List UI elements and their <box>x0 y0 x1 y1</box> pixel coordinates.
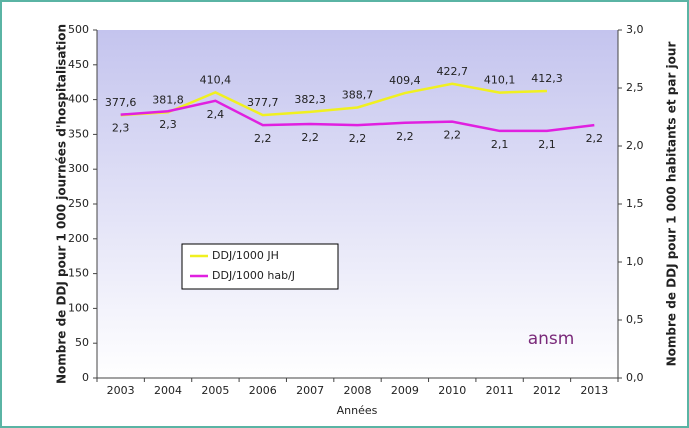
data-label: 2,2 <box>586 132 604 145</box>
y-tick-label: 100 <box>68 301 89 314</box>
y-tick-label: 150 <box>68 267 89 280</box>
x-tick-label: 2007 <box>296 384 324 397</box>
data-label: 377,6 <box>105 96 137 109</box>
y-tick-label: 0 <box>82 371 89 384</box>
x-tick-label: 2003 <box>107 384 135 397</box>
y2-tick-label: 2,5 <box>626 81 644 94</box>
data-label: 2,3 <box>112 122 130 135</box>
legend-label: DDJ/1000 hab/J <box>212 269 295 282</box>
data-label: 2,3 <box>159 118 177 131</box>
y-tick-label: 500 <box>68 23 89 36</box>
plot-area <box>97 30 618 378</box>
y-axis-label: Nombre de DDJ pour 1 000 journées d'hosp… <box>55 24 69 384</box>
data-label: 2,2 <box>254 132 272 145</box>
data-label: 2,4 <box>207 108 225 121</box>
legend <box>181 243 339 290</box>
data-label: 2,1 <box>491 138 509 151</box>
x-tick-label: 2012 <box>533 384 561 397</box>
legend-label: DDJ/1000 JH <box>212 249 279 262</box>
series-line <box>120 82 547 117</box>
y-tick-label: 200 <box>68 232 89 245</box>
y-tick-label: 400 <box>68 93 89 106</box>
x-axis-label: Années <box>337 404 378 417</box>
x-tick-label: 2013 <box>580 384 608 397</box>
data-label: 409,4 <box>389 74 421 87</box>
data-label: 377,7 <box>247 96 279 109</box>
data-label: 381,8 <box>152 93 184 106</box>
data-label: 388,7 <box>342 88 374 101</box>
x-tick-label: 2006 <box>249 384 277 397</box>
x-tick-label: 2011 <box>486 384 514 397</box>
x-tick-label: 2010 <box>438 384 466 397</box>
logo: ansm <box>528 329 575 349</box>
y2-tick-label: 0,0 <box>626 371 644 384</box>
x-tick-label: 2008 <box>344 384 372 397</box>
data-label: 412,3 <box>531 72 563 85</box>
x-tick-label: 2009 <box>391 384 419 397</box>
data-label: 410,4 <box>200 73 232 86</box>
y2-tick-label: 2,0 <box>626 139 644 152</box>
data-label: 410,1 <box>484 74 516 87</box>
data-label: 2,2 <box>396 130 414 143</box>
y-tick-label: 300 <box>68 162 89 175</box>
y2-axis-label: Nombre de DDJ pour 1 000 habitants et pa… <box>665 42 679 367</box>
y2-tick-label: 3,0 <box>626 23 644 36</box>
y-tick-label: 50 <box>75 336 89 349</box>
data-label: 422,7 <box>436 65 468 78</box>
data-label: 2,1 <box>538 138 556 151</box>
y2-tick-label: 1,0 <box>626 255 644 268</box>
y2-tick-label: 1,5 <box>626 197 644 210</box>
y2-tick-label: 0,5 <box>626 313 644 326</box>
series-line <box>120 99 595 133</box>
data-label: 2,2 <box>301 131 319 144</box>
x-tick-label: 2004 <box>154 384 182 397</box>
data-label: 2,2 <box>443 129 461 142</box>
y-tick-label: 250 <box>68 197 89 210</box>
y-tick-label: 450 <box>68 58 89 71</box>
x-tick-label: 2005 <box>201 384 229 397</box>
data-label: 2,2 <box>349 132 367 145</box>
data-label: 382,3 <box>294 93 326 106</box>
y-tick-label: 350 <box>68 127 89 140</box>
